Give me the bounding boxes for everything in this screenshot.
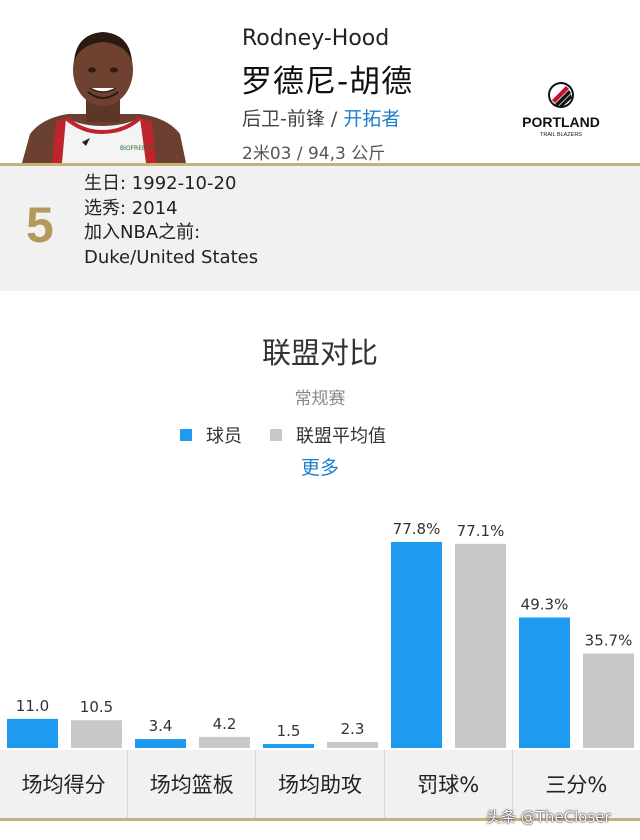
- bar-label-league-2: 2.3: [341, 720, 365, 738]
- player-size: 2米03 / 94,3 公斤: [242, 144, 386, 164]
- draft-year: 选秀: 2014: [84, 197, 178, 219]
- comparison-chart-svg: 11.0 10.5 3.4 4.2 1.5 2.3 77.8% 77.1% 49.3% 35.7%: [7, 520, 634, 748]
- bar-label-player-3: 77.8%: [393, 520, 441, 538]
- position-separator: /: [324, 108, 344, 130]
- bar-league-1: [199, 736, 250, 748]
- birthday: 生日: 1992-10-20: [84, 173, 237, 194]
- bar-league-4: [583, 653, 634, 748]
- legend-player-label: 球员: [206, 426, 242, 447]
- player-header: BIOFREEZE Rodney-Hood 罗德尼-胡德 后卫-前锋 / 开拓者…: [0, 0, 640, 164]
- bar-league-2: [327, 741, 378, 748]
- comparison-title: 联盟对比: [261, 336, 378, 370]
- player-photo: BIOFREEZE: [22, 22, 186, 163]
- jersey-sponsor-text: BIOFREEZE: [120, 145, 154, 152]
- footer-divider: [0, 818, 640, 821]
- watermark: 头条 @TheCloser: [486, 808, 611, 826]
- bar-player-2: [263, 744, 314, 748]
- legend-league: 联盟平均值: [270, 422, 386, 448]
- more-link[interactable]: 更多: [300, 457, 339, 479]
- team-logo[interactable]: PORTLAND TRAIL BLAZERS: [522, 80, 600, 142]
- bar-label-league-1: 4.2: [213, 715, 237, 733]
- chart-legend: 球员 联盟平均值: [180, 422, 414, 448]
- pinwheel-logo-icon: [548, 82, 574, 108]
- category-bar: 场均得分 场均篮板 场均助攻 罚球% 三分%: [0, 750, 640, 818]
- player-bio: 生日: 1992-10-20 选秀: 2014 加入NBA之前: Duke/Un…: [84, 172, 258, 270]
- bar-label-league-0: 10.5: [80, 698, 113, 716]
- category-label-3[interactable]: 罚球%: [385, 750, 513, 818]
- player-name-english: Rodney-Hood: [242, 26, 390, 51]
- team-link[interactable]: 开拓者: [343, 108, 401, 130]
- bar-player-4: [519, 617, 570, 748]
- pre-nba-value: Duke/United States: [84, 246, 259, 268]
- bar-label-player-2: 1.5: [277, 722, 301, 740]
- header-divider: [0, 163, 640, 166]
- bar-label-player-1: 3.4: [149, 717, 173, 735]
- legend-league-label: 联盟平均值: [296, 426, 386, 447]
- bar-league-3: [455, 543, 506, 748]
- bar-label-league-3: 77.1%: [457, 522, 505, 540]
- player-name-chinese: 罗德尼-胡德: [241, 64, 414, 100]
- team-logo-name: PORTLAND: [522, 114, 600, 130]
- bar-league-0: [71, 720, 122, 748]
- player-position: 后卫-前锋: [242, 108, 325, 130]
- category-label-1[interactable]: 场均篮板: [128, 750, 257, 818]
- legend-player-swatch: [180, 429, 192, 441]
- bar-label-league-4: 35.7%: [585, 631, 633, 649]
- bar-player-1: [135, 738, 186, 748]
- bar-player-3: [391, 542, 442, 748]
- pre-nba-label: 加入NBA之前:: [84, 222, 201, 243]
- team-logo-sub: TRAIL BLAZERS: [540, 132, 582, 138]
- bar-player-0: [7, 718, 58, 748]
- bar-label-player-0: 11.0: [16, 697, 49, 715]
- category-label-0[interactable]: 场均得分: [0, 750, 129, 818]
- player-info-panel: 5 生日: 1992-10-20 选秀: 2014 加入NBA之前: Duke/…: [0, 166, 640, 291]
- category-label-4[interactable]: 三分%: [545, 773, 608, 797]
- comparison-chart: 11.0 10.5 3.4 4.2 1.5 2.3 77.8% 77.1% 49.3% 35.7%: [0, 500, 640, 750]
- legend-player: 球员: [180, 422, 242, 448]
- player-headshot-icon: BIOFREEZE: [22, 22, 186, 163]
- legend-league-swatch: [270, 429, 282, 441]
- jersey-number: 5: [26, 197, 54, 253]
- position-line: 后卫-前锋 / 开拓者: [242, 104, 400, 131]
- category-label-2[interactable]: 场均助攻: [256, 750, 385, 818]
- comparison-subtitle: 常规赛: [294, 389, 346, 409]
- bar-label-player-4: 49.3%: [521, 595, 569, 613]
